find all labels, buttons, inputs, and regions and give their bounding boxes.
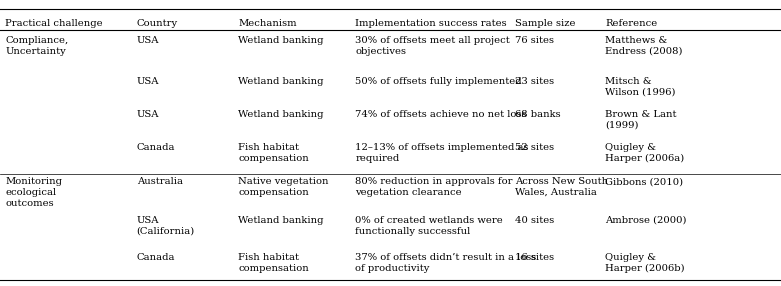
Text: Quigley &
Harper (2006a): Quigley & Harper (2006a): [605, 143, 684, 163]
Text: Fish habitat
compensation: Fish habitat compensation: [238, 143, 309, 163]
Text: USA
(California): USA (California): [137, 216, 195, 236]
Text: Across New South
Wales, Australia: Across New South Wales, Australia: [515, 177, 608, 197]
Text: Implementation success rates: Implementation success rates: [355, 19, 507, 27]
Text: Quigley &
Harper (2006b): Quigley & Harper (2006b): [605, 253, 685, 273]
Text: 12–13% of offsets implemented as
required: 12–13% of offsets implemented as require…: [355, 143, 529, 163]
Text: 40 sites: 40 sites: [515, 216, 555, 225]
Text: 30% of offsets meet all project
objectives: 30% of offsets meet all project objectiv…: [355, 36, 510, 55]
Text: Wetland banking: Wetland banking: [238, 110, 323, 119]
Text: Mechanism: Mechanism: [238, 19, 297, 27]
Text: USA: USA: [137, 77, 159, 86]
Text: 80% reduction in approvals for
vegetation clearance: 80% reduction in approvals for vegetatio…: [355, 177, 513, 197]
Text: USA: USA: [137, 36, 159, 45]
Text: Gibbons (2010): Gibbons (2010): [605, 177, 683, 186]
Text: USA: USA: [137, 110, 159, 119]
Text: 0% of created wetlands were
functionally successful: 0% of created wetlands were functionally…: [355, 216, 503, 236]
Text: Ambrose (2000): Ambrose (2000): [605, 216, 686, 225]
Text: Sample size: Sample size: [515, 19, 576, 27]
Text: Wetland banking: Wetland banking: [238, 216, 323, 225]
Text: 68 banks: 68 banks: [515, 110, 561, 119]
Text: Practical challenge: Practical challenge: [5, 19, 103, 27]
Text: Reference: Reference: [605, 19, 658, 27]
Text: 74% of offsets achieve no net loss: 74% of offsets achieve no net loss: [355, 110, 526, 119]
Text: Mitsch &
Wilson (1996): Mitsch & Wilson (1996): [605, 77, 676, 97]
Text: Canada: Canada: [137, 253, 175, 262]
Text: 16 sites: 16 sites: [515, 253, 555, 262]
Text: 52 sites: 52 sites: [515, 143, 555, 152]
Text: Fish habitat
compensation: Fish habitat compensation: [238, 253, 309, 273]
Text: Matthews &
Endress (2008): Matthews & Endress (2008): [605, 36, 683, 55]
Text: Monitoring
ecological
outcomes: Monitoring ecological outcomes: [5, 177, 62, 208]
Text: Wetland banking: Wetland banking: [238, 36, 323, 45]
Text: 50% of offsets fully implemented: 50% of offsets fully implemented: [355, 77, 522, 86]
Text: 23 sites: 23 sites: [515, 77, 555, 86]
Text: Canada: Canada: [137, 143, 175, 152]
Text: 37% of offsets didn’t result in a loss
of productivity: 37% of offsets didn’t result in a loss o…: [355, 253, 537, 273]
Text: Wetland banking: Wetland banking: [238, 77, 323, 86]
Text: Brown & Lant
(1999): Brown & Lant (1999): [605, 110, 677, 130]
Text: Country: Country: [137, 19, 178, 27]
Text: Native vegetation
compensation: Native vegetation compensation: [238, 177, 329, 197]
Text: 76 sites: 76 sites: [515, 36, 555, 45]
Text: Australia: Australia: [137, 177, 183, 186]
Text: Compliance,
Uncertainty: Compliance, Uncertainty: [5, 36, 69, 55]
